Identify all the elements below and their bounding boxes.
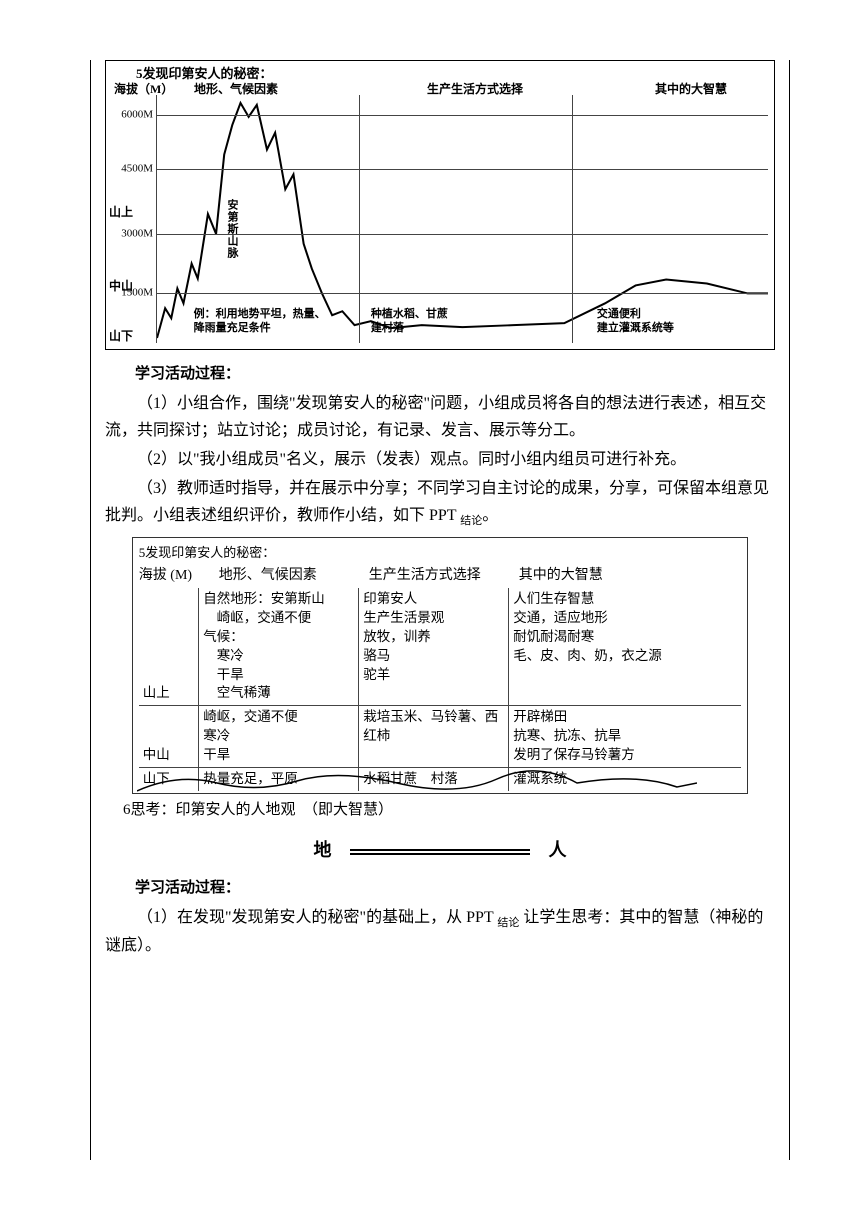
para-4: （1）在发现"发现第安人的秘密"的基础上，从 PPT 结论 让学生思考：其中的智… <box>105 904 775 960</box>
elevation-chart: 5发现印第安人的秘密： 海拔（M） 地形、气候因素 生产生活方式选择 其中的大智… <box>105 60 775 350</box>
ytick-label: 4500M <box>121 160 153 179</box>
gridline <box>157 115 768 116</box>
ytick-label: 3000M <box>121 225 153 244</box>
connector-lines <box>350 849 530 855</box>
gridline <box>157 234 768 235</box>
summary-cell: 热量充足，平原 <box>199 768 359 791</box>
grid-vline <box>359 95 360 343</box>
document-border: 5发现印第安人的秘密： 海拔（M） 地形、气候因素 生产生活方式选择 其中的大智… <box>90 60 790 1160</box>
mountain-profile <box>157 95 768 343</box>
di-ren-diagram: 地 人 <box>105 835 775 866</box>
grid-vline <box>572 95 573 343</box>
summary-cell: 开辟梯田 抗寒、抗冻、抗旱 发明了保存马铃薯方 <box>509 706 741 768</box>
summary-cell: 人们生存智慧 交通，适应地形 耐饥耐渴耐寒 毛、皮、肉、奶，衣之源 <box>509 588 741 706</box>
summary-cell: 栽培玉米、马铃薯、西红柿 <box>359 706 509 768</box>
chart-annotation: 交通便利 建立灌溉系统等 <box>597 308 674 336</box>
gridline <box>157 293 768 294</box>
side-label: 中山 <box>109 276 133 296</box>
activity-label-2: 学习活动过程： <box>105 876 775 902</box>
label-di: 地 <box>314 840 332 860</box>
side-label: 山上 <box>109 201 133 221</box>
side-label: 山下 <box>109 325 133 345</box>
summary-cell: 灌溉系统 <box>509 768 741 791</box>
summary-cell: 中山 <box>139 706 199 768</box>
chart-annotation: 例：利用地势平坦，热量、 降雨量充足条件 <box>194 308 326 336</box>
summary-head: 海拔 (M) 地形、气候因素 生产生活方式选择 其中的大智慧 <box>139 564 741 588</box>
summary-cell: 山上 <box>139 588 199 706</box>
ytick-label: 6000M <box>121 105 153 124</box>
table-row: 中山崎岖，交通不便 寒冷 干旱栽培玉米、马铃薯、西红柿开辟梯田 抗寒、抗冻、抗旱… <box>139 706 741 768</box>
table-row: 山下热量充足，平原水稻甘蔗 村落灌溉系统 <box>139 768 741 791</box>
summary-grid: 山上自然地形：安第斯山 崎岖，交通不便 气候： 寒冷 干旱 空气稀薄印第安人 生… <box>139 588 741 791</box>
summary-cell: 自然地形：安第斯山 崎岖，交通不便 气候： 寒冷 干旱 空气稀薄 <box>199 588 359 706</box>
chart-plot: 6000M4500M3000M1500M山上中山山下安第斯山脉例：利用地势平坦，… <box>156 95 768 343</box>
think-6: 6思考：印第安人的人地观 （即大智慧） <box>105 798 775 824</box>
summary-cell: 山下 <box>139 768 199 791</box>
summary-cell: 崎岖，交通不便 寒冷 干旱 <box>199 706 359 768</box>
summary-title: 5发现印第安人的秘密： <box>139 542 741 564</box>
table-row: 山上自然地形：安第斯山 崎岖，交通不便 气候： 寒冷 干旱 空气稀薄印第安人 生… <box>139 588 741 706</box>
gridline <box>157 169 768 170</box>
chart-annotation: 安第斯山脉 <box>224 199 238 259</box>
para-3: （3）教师适时指导，并在展示中分享；不同学习自主讨论的成果，分享，可保留本组意见… <box>105 475 775 531</box>
summary-cell: 水稻甘蔗 村落 <box>359 768 509 791</box>
chart-annotation: 种植水稻、甘蔗 建村落 <box>371 308 448 336</box>
summary-table: 5发现印第安人的秘密： 海拔 (M) 地形、气候因素 生产生活方式选择 其中的大… <box>132 537 748 794</box>
para-2: （2）以"我小组成员"名义，展示（发表）观点。同时小组内组员可进行补充。 <box>105 446 775 473</box>
para-1: （1）小组合作，围绕"发现第安人的秘密"问题，小组成员将各自的想法进行表述，相互… <box>105 390 775 444</box>
label-ren: 人 <box>549 840 567 860</box>
summary-cell: 印第安人 生产生活景观 放牧，训养 骆马 驼羊 <box>359 588 509 706</box>
activity-label-1: 学习活动过程： <box>105 362 775 388</box>
